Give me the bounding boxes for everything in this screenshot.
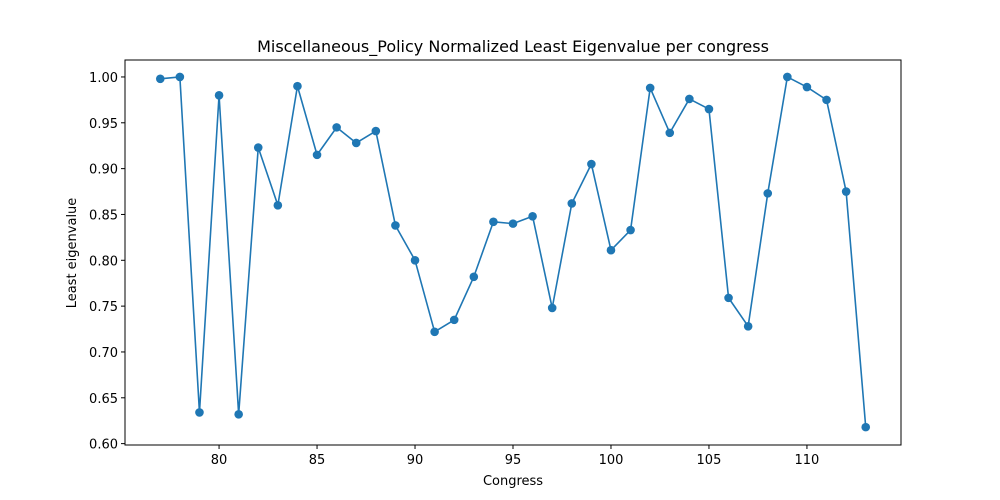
data-point: [822, 95, 831, 105]
plot-area: 80 85 90 95 100 105 110 0.60 0.65 0.70 0.75 0.80 0.8…: [89, 71, 871, 468]
data-point: [489, 217, 498, 227]
data-point: [332, 123, 341, 132]
data-point: [155, 74, 165, 84]
x-tick-label: 100: [599, 453, 624, 468]
data-point: [430, 327, 439, 337]
data-point: [234, 409, 243, 419]
data-point: [567, 199, 577, 208]
data-point: [351, 138, 361, 148]
x-tick-label: 85: [309, 453, 326, 468]
data-point: [312, 150, 322, 160]
x-tick-label: 110: [795, 453, 820, 468]
y-tick-label: 0.95: [89, 117, 118, 132]
data-point: [508, 219, 518, 228]
x-tick-label: 105: [697, 453, 722, 468]
y-tick-label: 0.65: [89, 392, 118, 407]
data-point: [861, 422, 871, 432]
data-point: [469, 272, 479, 282]
x-axis-label: Congress: [483, 474, 543, 489]
data-point: [626, 225, 635, 235]
data-point: [783, 72, 792, 82]
y-tick-label: 0.70: [89, 346, 118, 361]
x-tick-label: 90: [407, 453, 424, 468]
data-point: [645, 83, 655, 93]
data-point: [410, 255, 420, 265]
data-point: [391, 221, 400, 230]
data-point: [743, 321, 753, 331]
data-point: [214, 90, 224, 100]
y-tick-label: 0.85: [89, 208, 118, 223]
y-tick-label: 0.90: [89, 163, 118, 178]
data-point: [175, 72, 185, 82]
data-point: [195, 408, 204, 417]
data-point: [665, 128, 675, 138]
data-point: [802, 82, 812, 92]
data-point: [841, 187, 851, 196]
data-point: [528, 211, 537, 221]
chart-title: Miscellaneous_Policy Normalized Least Ei…: [257, 37, 769, 57]
data-point: [724, 293, 733, 303]
y-axis-label: Least eigenvalue: [65, 198, 80, 309]
data-point: [606, 245, 616, 255]
data-point: [253, 143, 263, 152]
y-tick-label: 0.60: [89, 438, 118, 453]
y-tick-label: 1.00: [89, 71, 118, 86]
x-tick-label: 80: [211, 453, 228, 468]
y-tick-label: 0.75: [89, 300, 118, 315]
data-point: [449, 315, 459, 325]
data-point: [293, 81, 302, 91]
y-tick-label: 0.80: [89, 254, 118, 269]
data-point: [704, 104, 714, 114]
x-tick-label: 95: [505, 453, 522, 468]
data-point: [763, 189, 773, 198]
data-point: [273, 200, 283, 210]
data-point: [371, 126, 381, 136]
data-point: [547, 303, 557, 313]
plot-frame: [124, 59, 902, 446]
data-point: [587, 159, 596, 169]
data-point: [685, 94, 694, 104]
